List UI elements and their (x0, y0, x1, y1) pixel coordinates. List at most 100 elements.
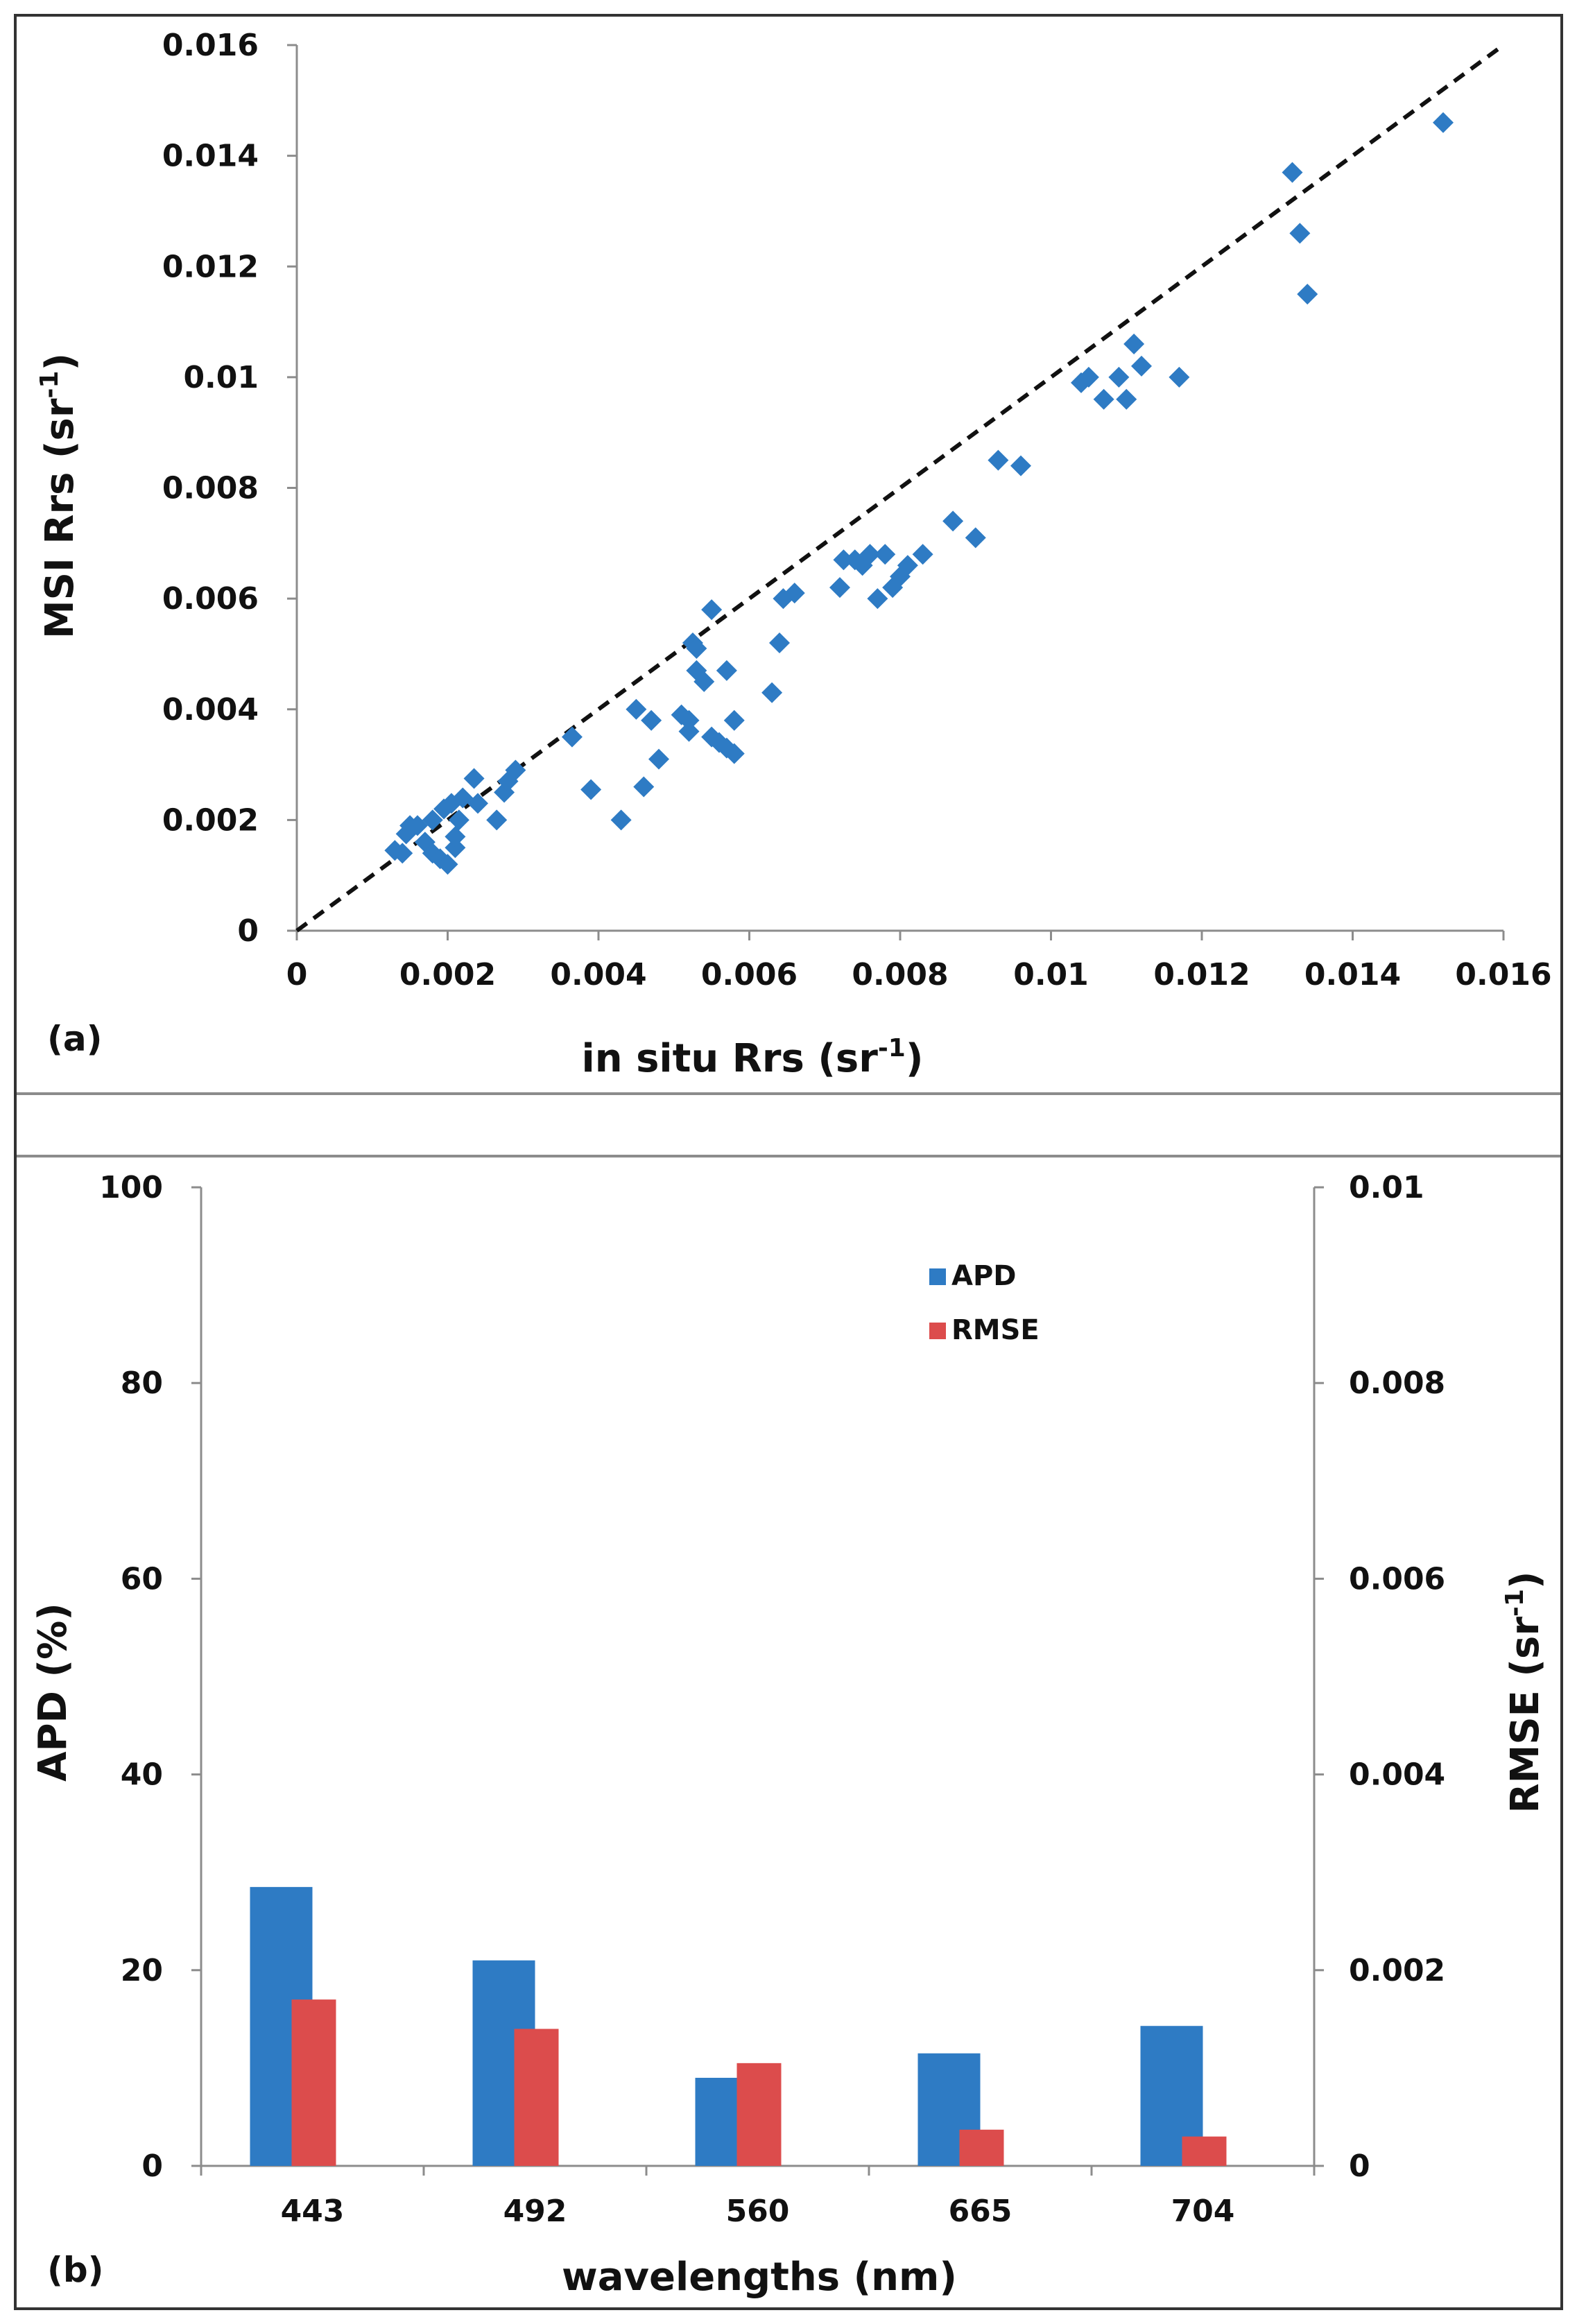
bar-rmse (1182, 2136, 1227, 2166)
scatter-x-tick-label: 0.004 (550, 957, 646, 992)
bar-panel: 0 0 20 0.002 40 0.004 60 0.006 80 0.008 100 0.01 443… (31, 1170, 1548, 2300)
panel-a-label: (a) (47, 1019, 102, 1059)
bar-right-axis-label: RMSE (sr-1) (1501, 1571, 1548, 1813)
scatter-point (1131, 355, 1152, 377)
legend-rmse-swatch (929, 1323, 946, 1339)
scatter-y-tick-label: 0.006 (162, 581, 259, 617)
scatter-point (701, 599, 723, 621)
bar-x-axis-label: wavelengths (nm) (562, 2255, 957, 2300)
scatter-y-tick-label: 0 (237, 913, 259, 949)
scatter-panel: 0 0.002 0.004 0.006 0.008 0.01 0.012 0.014 0.016… (35, 28, 1552, 1081)
bar-series (250, 1886, 1227, 2166)
scatter-x-tick-label: 0.014 (1304, 957, 1401, 992)
scatter-x-tick-label: 0.016 (1455, 957, 1551, 992)
scatter-point (448, 809, 469, 831)
scatter-point (1123, 333, 1145, 354)
scatter-point (965, 527, 986, 549)
bar-right-tick-label: 0.004 (1349, 1757, 1445, 1793)
scatter-point (445, 826, 466, 847)
scatter-tick-labels: 0 0.002 0.004 0.006 0.008 0.01 0.012 0.014 0.016… (162, 28, 1552, 992)
scatter-y-tick-label: 0.004 (162, 692, 259, 728)
bar-rmse (736, 2063, 782, 2166)
scatter-point (874, 544, 896, 565)
bar-right-tick-label: 0 (1349, 2149, 1370, 2184)
scatter-point (1108, 366, 1130, 388)
bar-category-label: 492 (503, 2194, 567, 2229)
scatter-axes (287, 44, 1505, 940)
scatter-x-tick-label: 0.01 (1013, 957, 1089, 992)
scatter-x-tick-label: 0.008 (852, 957, 948, 992)
bar-tick-labels: 0 0 20 0.002 40 0.004 60 0.006 80 0.008 100 0.01 443… (99, 1170, 1445, 2229)
legend-apd-swatch (929, 1268, 946, 1285)
scatter-x-tick-label: 0.006 (701, 957, 798, 992)
scatter-point (867, 588, 888, 610)
legend-rmse-label: RMSE (951, 1314, 1040, 1346)
scatter-y-tick-label: 0.01 (183, 360, 259, 395)
scatter-point (723, 743, 745, 764)
panel-b-label: (b) (47, 2250, 104, 2290)
scatter-point (422, 809, 443, 831)
scatter-point (723, 709, 745, 731)
bar-category-label: 560 (726, 2194, 790, 2229)
scatter-point (626, 698, 647, 720)
scatter-point (678, 721, 700, 742)
scatter-point (1093, 388, 1114, 410)
bar-right-tick-label: 0.006 (1349, 1561, 1445, 1596)
scatter-point (1282, 162, 1303, 183)
scatter-point (648, 748, 669, 770)
scatter-point (486, 809, 508, 831)
bar-category-label: 443 (281, 2194, 345, 2229)
scatter-x-axis-label: in situ Rrs (sr-1) (582, 1034, 924, 1081)
bar-right-tick-label: 0.01 (1349, 1170, 1424, 1205)
scatter-y-tick-label: 0.008 (162, 471, 259, 506)
bar-rmse (959, 2129, 1004, 2166)
scatter-point (445, 837, 466, 859)
bar-rmse (514, 2029, 559, 2166)
scatter-point (467, 793, 488, 814)
bar-left-tick-label: 80 (121, 1366, 163, 1401)
scatter-point (1297, 284, 1318, 305)
bar-left-tick-label: 60 (121, 1561, 163, 1596)
scatter-y-tick-label: 0.002 (162, 802, 259, 838)
scatter-x-tick-label: 0.002 (399, 957, 496, 992)
bar-right-tick-label: 0.002 (1349, 1953, 1445, 1988)
scatter-point (1169, 366, 1190, 388)
scatter-point (769, 632, 790, 653)
scatter-point (897, 555, 918, 576)
scatter-point (610, 809, 632, 831)
bar-left-tick-label: 40 (121, 1757, 163, 1793)
scatter-y-tick-label: 0.014 (162, 139, 259, 174)
scatter-point (463, 768, 485, 789)
scatter-point (580, 779, 602, 800)
scatter-point (561, 726, 583, 748)
scatter-y-tick-label: 0.012 (162, 249, 259, 284)
scatter-point (437, 854, 458, 875)
scatter-point (505, 759, 526, 781)
scatter-point (988, 449, 1009, 471)
bar-left-tick-label: 0 (141, 2149, 163, 2184)
scatter-y-axis-label: MSI Rrs (sr-1) (35, 353, 83, 639)
scatter-x-tick-label: 0 (286, 957, 308, 992)
scatter-point (716, 660, 737, 681)
scatter-point (784, 583, 805, 604)
scatter-point (678, 709, 700, 731)
scatter-point (1078, 366, 1099, 388)
panel-divider-bottom (17, 1155, 1560, 1157)
bar-left-axis-label: APD (%) (31, 1603, 76, 1782)
scatter-point (1433, 112, 1454, 133)
panel-divider-top (17, 1092, 1560, 1095)
scatter-point (1116, 388, 1137, 410)
scatter-point (829, 577, 850, 599)
scatter-x-tick-label: 0.012 (1153, 957, 1250, 992)
scatter-point (392, 843, 413, 864)
scatter-point (693, 671, 715, 692)
scatter-points (384, 112, 1454, 875)
bar-category-label: 665 (949, 2194, 1012, 2229)
bar-right-tick-label: 0.008 (1349, 1366, 1445, 1401)
scatter-point (686, 637, 707, 659)
scatter-point (761, 682, 783, 703)
bar-category-label: 704 (1171, 2194, 1235, 2229)
scatter-point (942, 510, 964, 532)
legend: APD RMSE (929, 1260, 1040, 1346)
